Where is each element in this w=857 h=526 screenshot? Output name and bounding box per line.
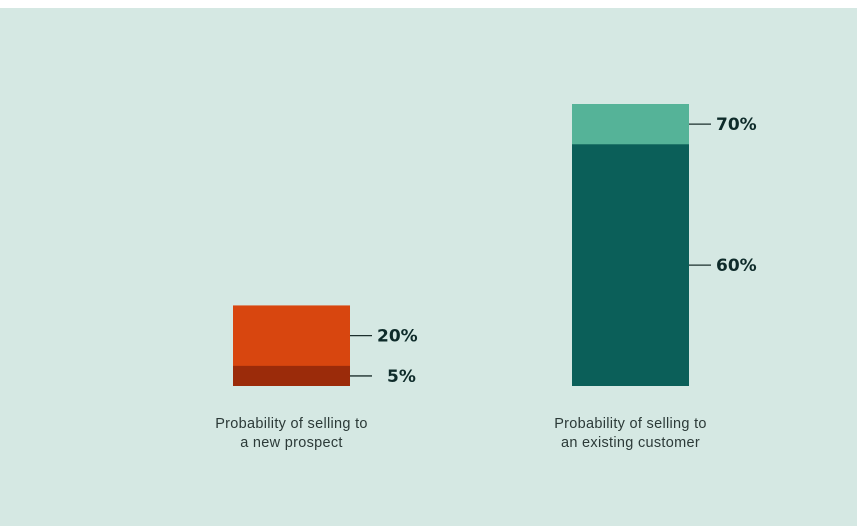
- value-label-20pct: 20%: [377, 327, 418, 347]
- category-label-line-1: Probability of selling to: [215, 416, 368, 432]
- category-label-line-1: Probability of selling to: [554, 416, 707, 432]
- category-label-line-2: an existing customer: [561, 435, 700, 451]
- chart-canvas: 5% 20% Probability of selling to a new pros…: [0, 8, 857, 526]
- probability-bar-chart: 5% 20% Probability of selling to a new pros…: [215, 104, 757, 451]
- value-label-60pct: 60%: [716, 256, 757, 276]
- bar-segment-5pct: [233, 365, 350, 386]
- category-label-line-2: a new prospect: [240, 435, 343, 451]
- value-label-70pct: 70%: [716, 115, 757, 135]
- value-label-5pct: 5%: [387, 367, 416, 387]
- bar-segment-60pct: [572, 144, 689, 386]
